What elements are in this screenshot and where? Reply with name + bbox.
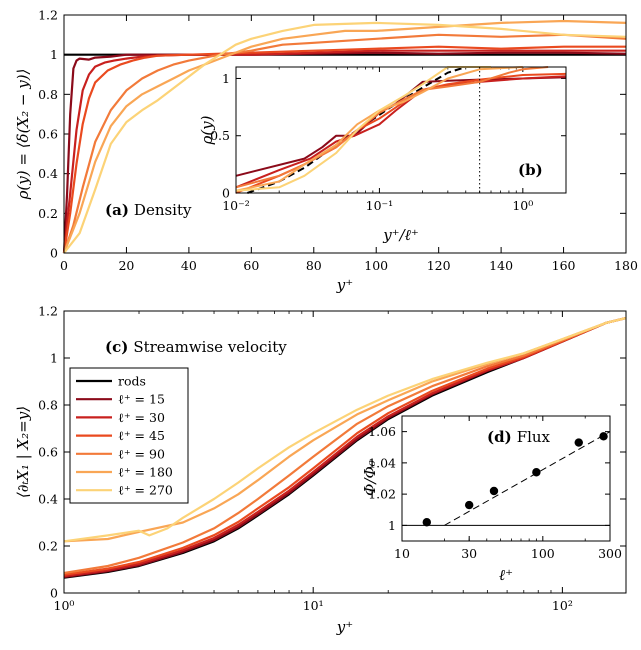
y-tick-label-a: 0 [50,246,58,261]
x-tick-label-b: 10⁻² [222,198,250,213]
series-line-a [62,19,627,254]
panel-c-title: (c) Streamwise velocity [105,338,287,356]
axes-frame-d [401,415,611,542]
plot-area-d [402,416,610,541]
x-tick-label-a: 140 [489,258,513,273]
y-tick-label-d: 1.02 [368,487,396,502]
axes-frame-a [63,14,627,254]
y-tick-label-a: 0.4 [38,166,58,181]
y-axis-label-b: ρ(y) [198,115,216,145]
x-tick-label-d: 300 [598,546,622,561]
legend: rods ℓ⁺ = 15 ℓ⁺ = 30 ℓ⁺ = 45 ℓ⁺ = 90 ℓ⁺ = 180… [69,367,189,504]
x-tick-label-d: 30 [461,546,477,561]
y-tick-label-a: 0.2 [38,206,58,221]
y-tick-label-a: 1 [50,47,58,62]
y-axis-label-a: ρ(y) = ⟨δ(X₂ − y)⟩ [14,69,32,201]
legend-label: ℓ⁺ = 30 [118,410,165,425]
data-point-d [574,438,583,447]
series-line-a [62,45,626,254]
axes-frame-c [63,310,627,594]
legend-label: ℓ⁺ = 45 [118,428,165,443]
series-line-a [63,21,627,254]
x-axis-label-a: y⁺ [336,276,353,294]
x-tick-label-a: 80 [306,258,322,273]
plot-area-b [236,67,566,193]
y-tick-label-d: 1.04 [368,455,396,470]
y-tick-label-a: 1.2 [38,8,58,23]
data-point-d [599,432,608,441]
y-tick-label-c: 1 [50,351,58,366]
series-line-a [62,33,627,254]
x-tick-label-a: 0 [60,258,68,273]
y-axis-label-c: ⟨∂ₜX₁ | X₂=y⟩ [14,406,32,498]
y-tick-label-a: 0.6 [38,127,58,142]
y-axis-label-d: Φ/Φ₀ [361,460,379,496]
series-line-a [62,51,627,254]
axes-frame-b [235,66,567,194]
series-line-c [63,317,627,575]
x-tick-label-a: 180 [614,258,638,273]
x-tick-label-c: 10¹ [303,598,324,613]
panel-a-title: (a) Density [105,201,192,219]
series-line-b [235,75,567,189]
x-tick-label-c: 10² [552,598,573,613]
x-tick-label-c: 10⁰ [54,598,75,613]
x-tick-label-a: 60 [243,258,259,273]
y-tick-label-d: 1 [388,518,396,533]
legend-label: ℓ⁺ = 270 [118,483,173,498]
x-tick-label-a: 120 [427,258,451,273]
legend-label: ℓ⁺ = 90 [118,446,165,461]
y-tick-label-c: 0.6 [38,445,58,460]
y-tick-label-c: 1.2 [38,304,58,319]
series-line-c [63,317,627,543]
y-tick-label-c: 0.4 [38,492,58,507]
y-tick-label-a: 0.8 [38,87,58,102]
x-axis-label-b: y⁺/ℓ⁺ [382,226,419,244]
y-tick-label-c: 0 [50,586,58,601]
panel-d: 10 30 100 300 1 1.02 1.04 1.06 ℓ⁺ Φ/Φ₀ [361,415,622,584]
y-tick-label-c: 0.8 [38,398,58,413]
legend-label: ℓ⁺ = 15 [118,392,165,407]
data-point-d [532,468,541,477]
y-tick-label-d: 1.06 [368,424,396,439]
y-tick-label-b: 0.5 [210,128,230,143]
data-point-d [464,500,474,510]
series-line-a [62,49,626,254]
panel-d-title: (d) Flux [487,428,551,446]
x-tick-label-a: 100 [364,258,388,273]
panel-b-title: (b) [518,161,543,179]
data-point-d [489,486,499,496]
panel-b: 10⁻² 10⁻¹ 10⁰ 0 0.5 1 y⁺/ℓ⁺ ρ(y) [198,66,567,244]
y-tick-label-c: 0.2 [38,539,58,554]
x-tick-label-a: 160 [552,258,576,273]
fit-line-d [444,431,611,526]
y-tick-label-b: 0 [222,186,230,201]
x-tick-label-d: 10 [394,546,410,561]
legend-label: rods [118,374,146,389]
x-tick-label-d: 100 [531,546,555,561]
data-point-d [422,518,431,527]
y-tick-label-b: 1 [222,71,230,86]
x-tick-label-a: 40 [181,258,197,273]
legend-label: ℓ⁺ = 180 [118,465,173,480]
x-axis-label-c: y⁺ [336,618,353,636]
x-tick-label-b: 10⁻¹ [366,198,394,213]
x-tick-label-b: 10⁰ [512,198,533,213]
x-tick-label-a: 20 [118,258,134,273]
x-axis-label-d: ℓ⁺ [499,566,513,584]
